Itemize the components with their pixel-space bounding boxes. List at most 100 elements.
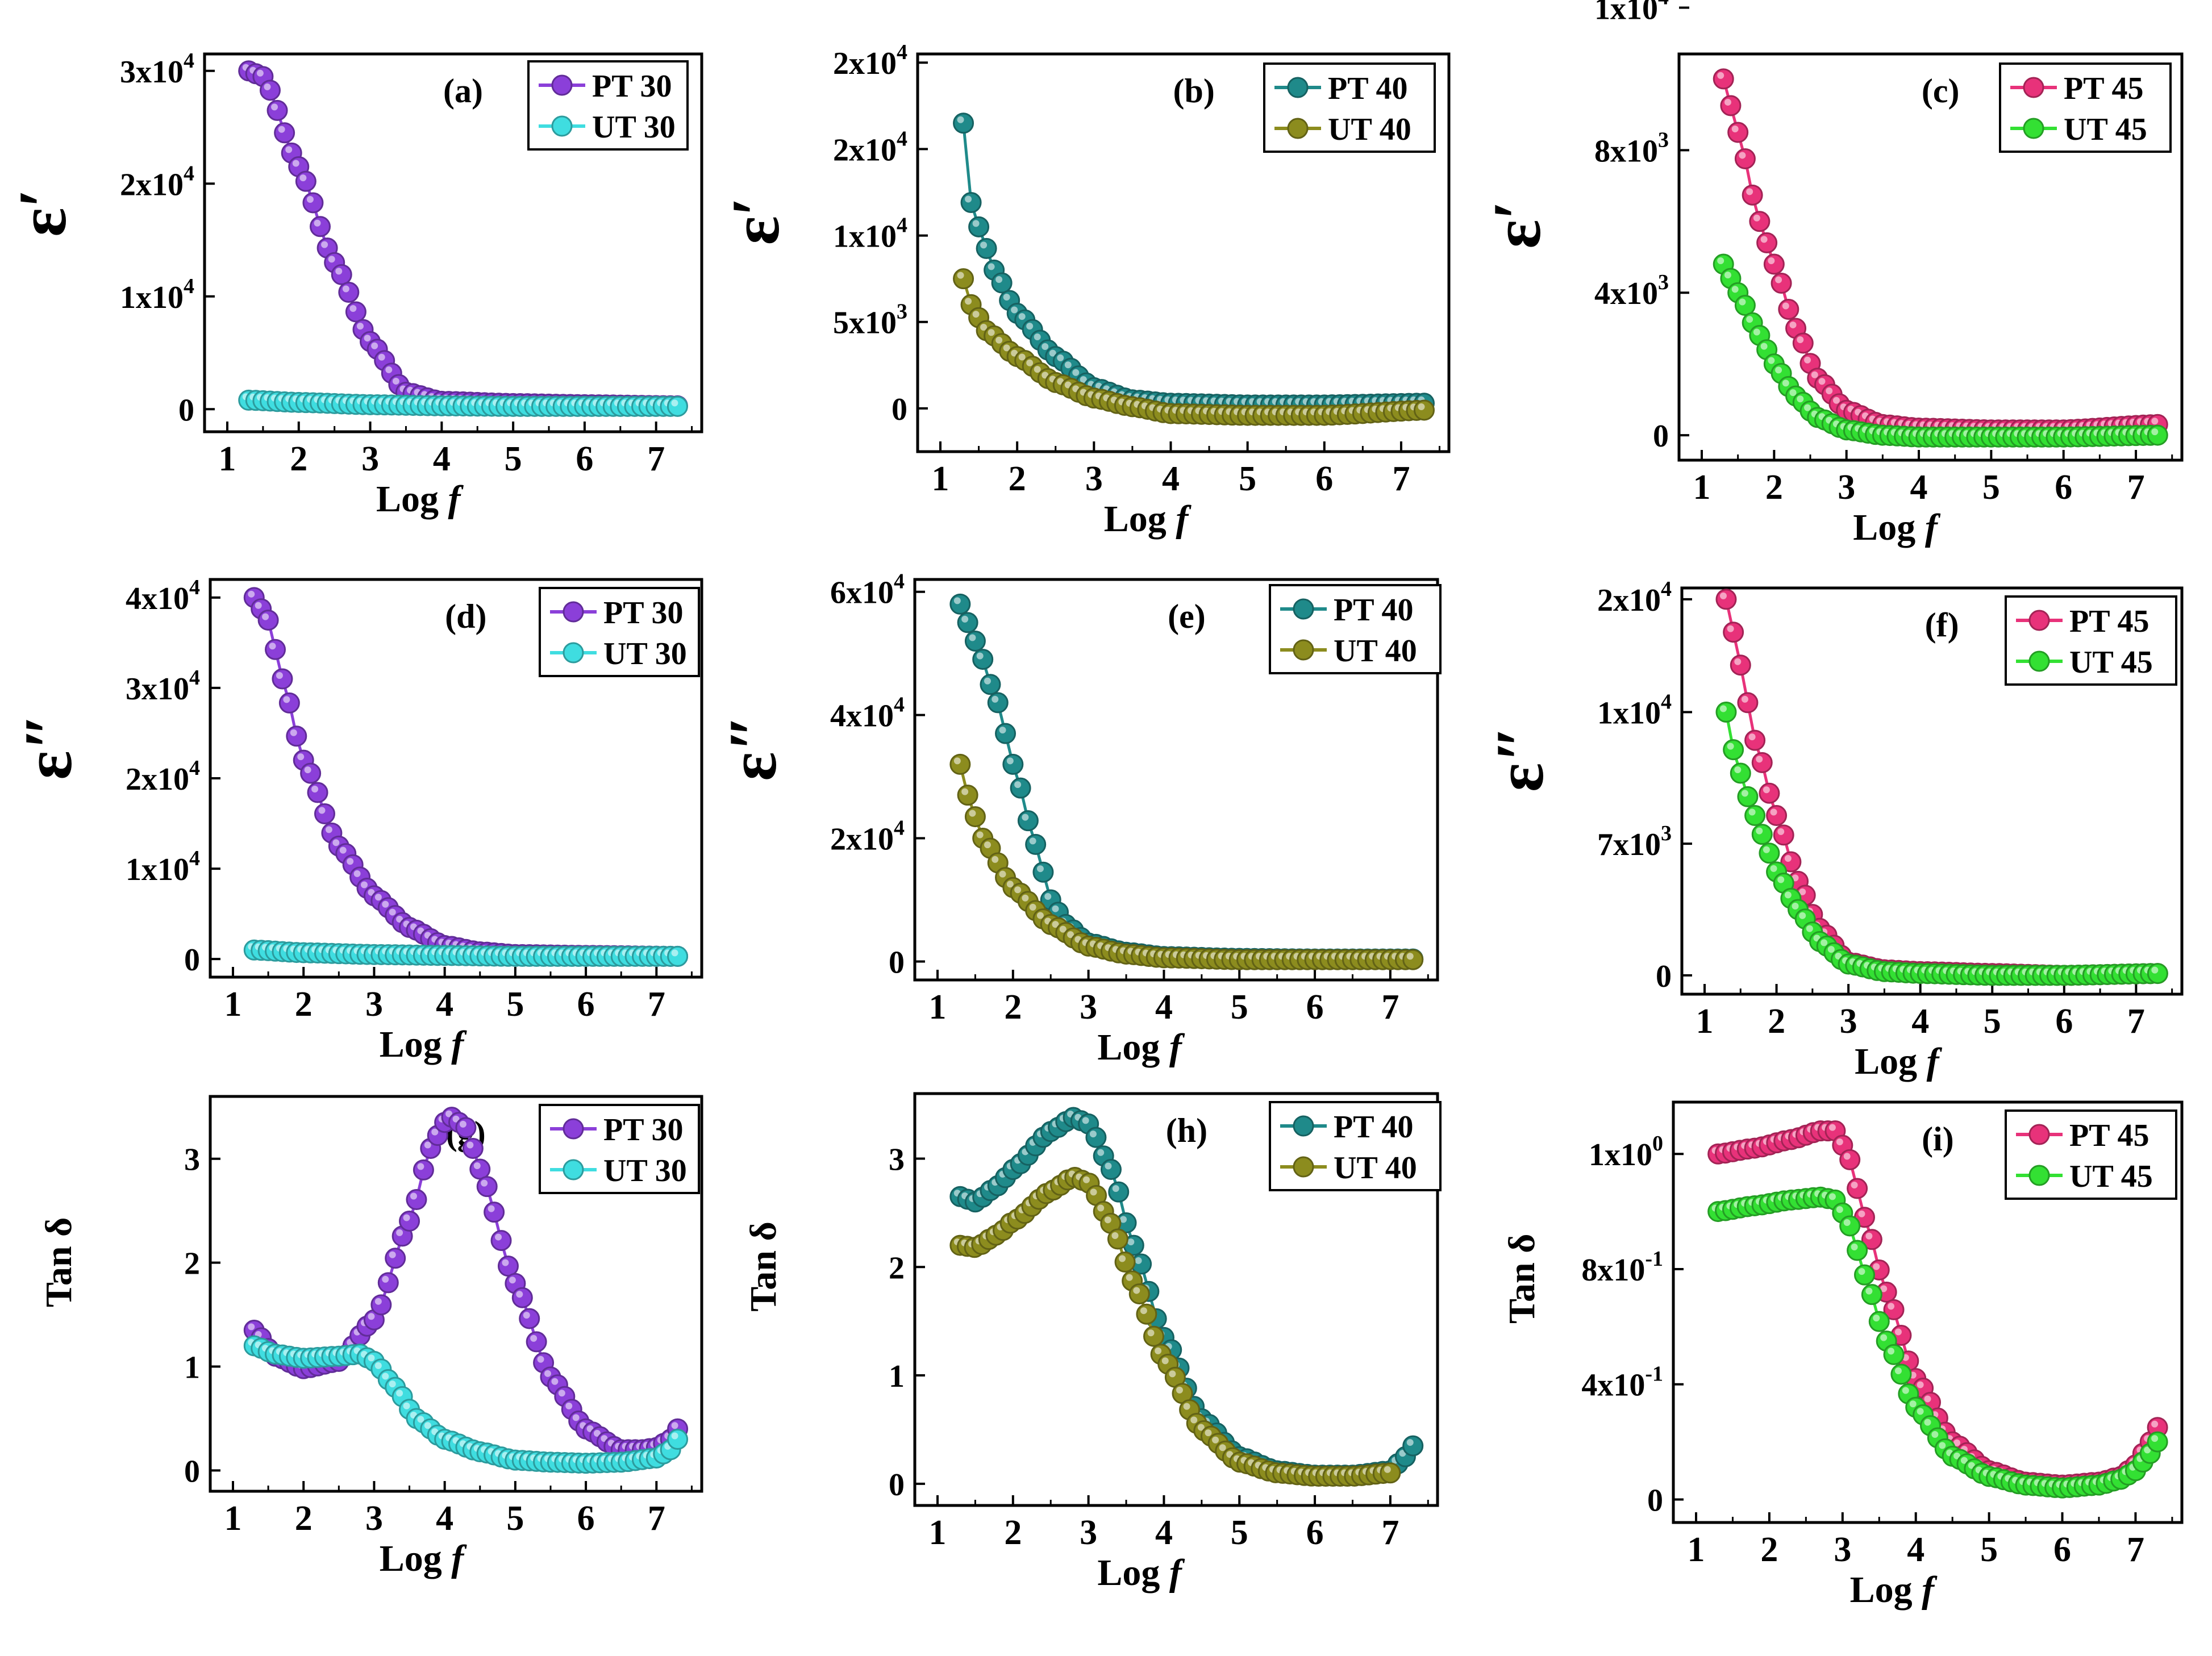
- data-point-highlight: [999, 727, 1006, 734]
- x-tick-label: 5: [506, 1499, 524, 1538]
- data-point: [976, 237, 997, 259]
- y-axis-label: ε′: [5, 189, 80, 237]
- data-point: [338, 281, 360, 303]
- data-point: [972, 649, 994, 670]
- legend-marker: [2028, 1124, 2050, 1145]
- data-point: [1136, 1303, 1157, 1325]
- data-point-highlight: [1036, 912, 1044, 919]
- data-point: [1847, 1178, 1868, 1199]
- data-point-highlight: [1797, 336, 1804, 343]
- x-tick-label: 5: [1231, 988, 1248, 1027]
- x-tick-label: 7: [648, 985, 665, 1024]
- data-point-highlight: [565, 1402, 573, 1409]
- x-tick-label: 5: [1239, 460, 1256, 498]
- data-point: [469, 1158, 491, 1180]
- panel-d: 1 2 3 4 5 6 7 0 1x104 2x104 3x104 4x104 Log f ε″ (d) PT…: [10, 575, 703, 1065]
- x-tick-label: 1: [219, 440, 236, 478]
- data-point-highlight: [1880, 1285, 1888, 1292]
- data-point-highlight: [544, 1370, 551, 1377]
- data-point-highlight: [1022, 894, 1029, 902]
- data-point-highlight: [1212, 1436, 1219, 1444]
- data-point-highlight: [1784, 855, 1792, 862]
- y-tick-label: 0: [1647, 1483, 1663, 1518]
- panel-label: (a): [443, 72, 483, 110]
- data-point: [413, 1159, 434, 1181]
- data-point: [1861, 1284, 1882, 1305]
- panel-label: (c): [1922, 72, 1960, 110]
- x-tick-label: 1: [224, 985, 242, 1024]
- x-tick-label: 4: [1911, 1002, 1929, 1041]
- data-point: [265, 639, 286, 660]
- data-point: [519, 1308, 540, 1329]
- axes-frame: [1680, 586, 2184, 996]
- x-tick-label: 7: [1381, 1513, 1399, 1552]
- data-point-highlight: [980, 241, 988, 249]
- data-point-highlight: [417, 1416, 424, 1423]
- data-point-highlight: [349, 304, 357, 312]
- y-axis-label: ε″: [10, 713, 86, 780]
- data-point-highlight: [382, 1373, 389, 1380]
- data-point: [1002, 753, 1024, 775]
- data-point-highlight: [1756, 756, 1763, 763]
- data-point-highlight: [1161, 1357, 1169, 1365]
- data-point: [286, 725, 307, 747]
- y-tick-label: 3x104: [126, 666, 200, 707]
- data-point-highlight: [572, 1414, 580, 1421]
- data-point: [1108, 1181, 1130, 1203]
- data-point-highlight: [1953, 1439, 1961, 1446]
- data-point-highlight: [431, 1128, 439, 1136]
- data-point-highlight: [1072, 369, 1080, 376]
- data-point-highlight: [1826, 387, 1833, 394]
- x-tick-label: 6: [577, 1499, 595, 1538]
- x-tick-label: 1: [929, 1513, 947, 1552]
- y-tick-label: 0: [889, 945, 905, 980]
- data-point-highlight: [1097, 1204, 1105, 1212]
- data-point-highlight: [374, 1298, 382, 1305]
- data-point: [1763, 253, 1785, 275]
- data-point-highlight: [1821, 939, 1828, 946]
- panel-label: (b): [1173, 72, 1215, 110]
- data-point: [1734, 148, 1756, 169]
- x-tick-label: 3: [1834, 1530, 1851, 1569]
- legend-marker: [1293, 1156, 1314, 1178]
- x-tick-label: 3: [1840, 1002, 1857, 1041]
- data-point-highlight: [1789, 321, 1797, 328]
- data-point-highlight: [1719, 592, 1727, 599]
- data-point-highlight: [1917, 1408, 1924, 1415]
- data-point-highlight: [1753, 214, 1760, 222]
- legend-marker: [551, 74, 573, 96]
- y-tick-label: 0: [889, 1467, 905, 1503]
- data-point: [1025, 833, 1047, 855]
- data-point-highlight: [1719, 705, 1727, 712]
- legend-marker: [551, 115, 573, 137]
- panel-c: 1 2 3 4 5 6 7 0 4x103 8x103 1x104 Log f ε′ (c) PT 45 UT…: [1479, 0, 2184, 548]
- data-point-highlight: [1858, 1210, 1865, 1217]
- data-point-highlight: [1917, 1381, 1924, 1388]
- data-point-highlight: [1011, 306, 1018, 314]
- data-point-highlight: [1739, 298, 1746, 306]
- data-point-highlight: [1126, 1274, 1133, 1281]
- data-point-highlight: [1806, 925, 1813, 932]
- x-tick-label: 3: [365, 985, 383, 1024]
- x-tick-label: 1: [1688, 1530, 1705, 1569]
- y-axis-label: ε′: [718, 197, 793, 245]
- series-line: [1724, 712, 2158, 977]
- data-point-highlight: [1127, 1238, 1135, 1246]
- data-point: [1737, 692, 1759, 714]
- series-ut-40: [953, 268, 1435, 426]
- y-tick-label: 2x104: [1597, 577, 1672, 618]
- legend-entry: UT 30: [603, 1153, 687, 1188]
- data-point-highlight: [1140, 1307, 1147, 1315]
- y-tick-label: 2x104: [126, 756, 200, 797]
- data-point: [490, 1230, 512, 1252]
- data-point-highlight: [1797, 395, 1804, 403]
- legend: PT 40 UT 40: [1269, 584, 1442, 674]
- data-point: [2147, 1431, 2168, 1453]
- data-point-highlight: [1724, 98, 1731, 106]
- data-point-highlight: [452, 1115, 460, 1123]
- data-point: [957, 785, 978, 806]
- data-point: [1744, 805, 1766, 827]
- data-point-highlight: [256, 69, 264, 77]
- legend-marker: [2023, 77, 2044, 98]
- data-point-highlight: [1727, 743, 1734, 750]
